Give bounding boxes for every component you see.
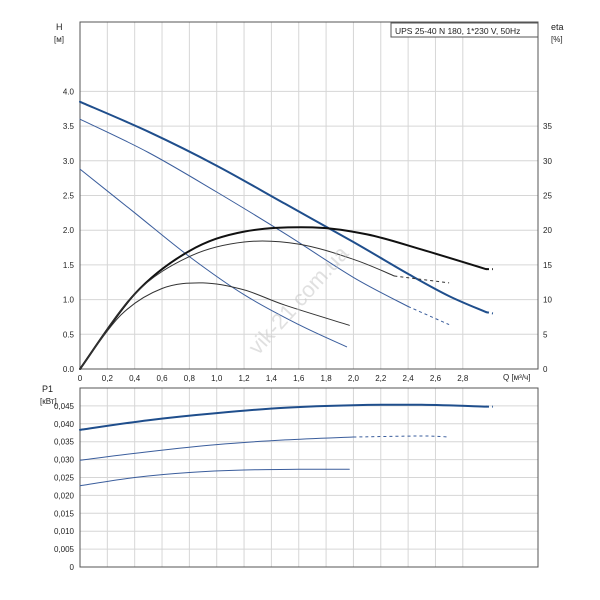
- head-tick-label: 3.0: [63, 157, 75, 166]
- power-curve-1: [79, 436, 354, 461]
- eta-tick-label: 10: [543, 296, 552, 305]
- head-tick-label: 0.5: [63, 330, 75, 339]
- power-plot: 0 0,005 0,010 0,015 0,020 0,025 0,030 0,035 0,04…: [40, 384, 539, 572]
- eta-tick-label: 30: [543, 157, 552, 166]
- power-tick-label: 0,030: [54, 456, 75, 465]
- power-curve-0: [79, 403, 487, 431]
- flow-tick-label: 0: [78, 374, 83, 383]
- flow-tick-label: 2,4: [403, 374, 415, 383]
- eta-tick-label: 20: [543, 226, 552, 235]
- power-tick-label: 0,040: [54, 420, 75, 429]
- eta-tick-label: 15: [543, 261, 552, 270]
- head-tick-label: 1.0: [63, 296, 75, 305]
- flow-axis-ticks: 0 0,2 0,4 0,6 0,8 1,0 1,2 1,4 1,6 1,8 2,0 2,2 2,4 2,6…: [78, 374, 469, 383]
- power-plot-curves: [79, 403, 493, 487]
- eta-tick-label: 0: [543, 365, 548, 374]
- flow-tick-label: 0,4: [129, 374, 141, 383]
- head-curve-1: [79, 118, 409, 307]
- head-plot-frame: [79, 21, 539, 370]
- flow-tick-label: 0,6: [156, 374, 168, 383]
- chart-title: UPS 25-40 N 180, 1*230 V, 50Hz: [395, 26, 520, 36]
- head-curve-0: [79, 100, 487, 314]
- head-curve-2: [79, 168, 348, 348]
- head-tick-label: 2.0: [63, 226, 75, 235]
- flow-tick-label: 2,8: [457, 374, 469, 383]
- flow-tick-label: 0,2: [102, 374, 114, 383]
- head-plot-curves: [79, 100, 494, 370]
- power-tick-label: 0,010: [54, 527, 75, 536]
- power-axis-unit: [кВт]: [40, 397, 57, 406]
- head-axis-label: H: [56, 22, 63, 32]
- power-tick-label: 0,005: [54, 545, 75, 554]
- head-tick-label: 4.0: [63, 87, 75, 96]
- flow-tick-label: 0,8: [184, 374, 196, 383]
- flow-axis-label: Q [м³/ч]: [503, 373, 530, 382]
- head-tick-label: 1.5: [63, 261, 75, 270]
- flow-tick-label: 1,2: [238, 374, 250, 383]
- power-tick-label: 0,020: [54, 491, 75, 500]
- power-tick-label: 0,025: [54, 474, 75, 483]
- flow-tick-label: 2,2: [375, 374, 387, 383]
- power-plot-grid: [79, 388, 538, 568]
- power-tick-label: 0: [70, 563, 75, 572]
- flow-tick-label: 1,4: [266, 374, 278, 383]
- head-curve-1-extension: [407, 306, 450, 326]
- flow-tick-label: 1,8: [321, 374, 333, 383]
- head-plot-grid: [79, 22, 538, 370]
- eta-tick-label: 5: [543, 330, 548, 339]
- head-plot: 0.0 0.5 1.0 1.5 2.0 2.5 3.0 3.5 4.0 0 5 10 15 20 25 30…: [54, 21, 564, 383]
- power-tick-label: 0,045: [54, 402, 75, 411]
- power-axis-ticks: 0 0,005 0,010 0,015 0,020 0,025 0,030 0,035 0,04…: [54, 402, 75, 572]
- head-curve-0-extension: [485, 311, 494, 315]
- eta-axis-ticks: 0 5 10 15 20 25 30 35: [543, 122, 552, 374]
- flow-tick-label: 1,0: [211, 374, 223, 383]
- head-tick-label: 0.0: [63, 365, 75, 374]
- power-plot-frame: [79, 387, 539, 568]
- eta-axis-label: eta: [551, 22, 564, 32]
- power-axis-label: P1: [42, 384, 53, 394]
- title-box: [390, 22, 539, 38]
- flow-tick-label: 2,6: [430, 374, 442, 383]
- power-tick-label: 0,015: [54, 509, 75, 518]
- power-curve-2: [79, 468, 350, 487]
- eta-tick-label: 35: [543, 122, 552, 131]
- power-curve-1-extension: [353, 435, 450, 438]
- eta-axis-unit: [%]: [551, 35, 563, 44]
- power-tick-label: 0,035: [54, 438, 75, 447]
- flow-tick-label: 1,6: [293, 374, 305, 383]
- efficiency-curve-4: [79, 240, 395, 370]
- head-tick-label: 3.5: [63, 122, 75, 131]
- head-tick-label: 2.5: [63, 192, 75, 201]
- head-axis-ticks: 0.0 0.5 1.0 1.5 2.0 2.5 3.0 3.5 4.0: [63, 87, 75, 374]
- flow-tick-label: 2,0: [348, 374, 360, 383]
- eta-tick-label: 25: [543, 192, 552, 201]
- head-axis-unit: [м]: [54, 35, 64, 44]
- efficiency-curve-5: [79, 282, 350, 370]
